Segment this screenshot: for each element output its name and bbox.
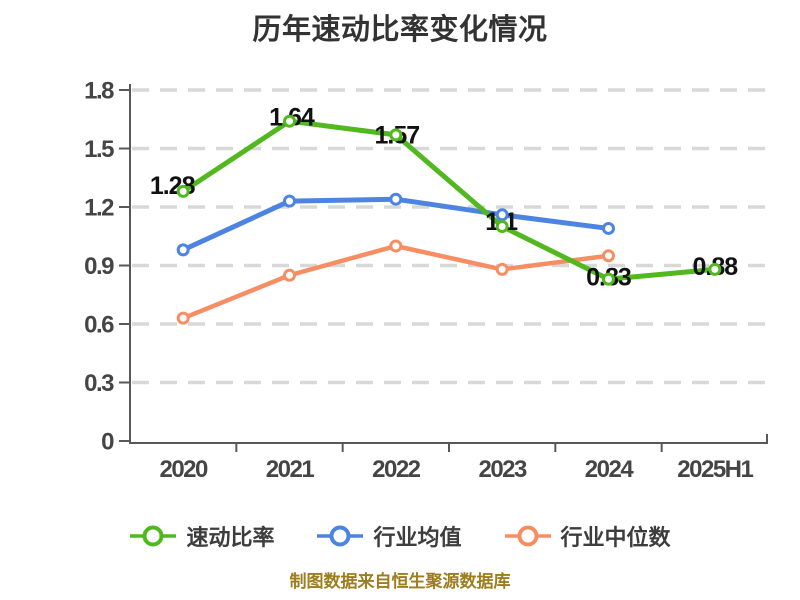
data-point-marker — [602, 221, 615, 235]
legend-label-quick-ratio: 速动比率 — [186, 525, 275, 550]
legend-item-industry-avg: 行业均值 — [316, 520, 462, 552]
data-point-marker — [602, 249, 615, 263]
x-tick-label: 2025H1 — [677, 456, 753, 483]
legend-item-quick-ratio: 速动比率 — [129, 520, 274, 552]
data-point-marker — [176, 184, 190, 198]
y-tick-label: 1.5 — [84, 136, 114, 163]
y-tick-label: 1.2 — [84, 195, 114, 222]
x-tick-label: 2020 — [159, 456, 208, 483]
data-point-marker — [176, 243, 190, 257]
legend-marker-industry-avg-icon — [317, 525, 364, 547]
legend-item-industry-median: 行业中位数 — [504, 520, 671, 552]
legend-marker-quick-ratio-icon — [130, 525, 177, 547]
data-point-marker — [602, 272, 615, 286]
x-tick-label: 2024 — [585, 456, 635, 483]
x-tick-label: 2021 — [266, 456, 315, 483]
x-tick-label: 2022 — [372, 456, 421, 483]
y-tick-label: 0.9 — [84, 253, 114, 280]
y-tick-label: 1.8 — [84, 78, 114, 105]
y-tick-label: 0.3 — [84, 370, 114, 397]
data-point-marker — [389, 128, 403, 142]
plot-area: 0 0.3 0.6 0.9 1.2 1.5 1.8 2020 2021 2022 2023 2024 2… — [84, 78, 768, 483]
data-point-marker — [283, 114, 296, 128]
legend-label-industry-median: 行业中位数 — [560, 525, 671, 550]
chart-title: 历年速动比率变化情况 — [252, 14, 548, 46]
data-point-marker — [495, 208, 509, 222]
data-point-marker — [283, 268, 296, 282]
y-tick-label: 0 — [101, 429, 114, 456]
data-point-marker — [495, 262, 509, 276]
x-tick-label: 2023 — [478, 456, 527, 483]
data-point-marker — [389, 192, 403, 206]
data-point-marker — [283, 194, 296, 208]
series-line-0 — [180, 118, 718, 282]
data-point-marker — [495, 220, 509, 233]
series-line-2 — [180, 243, 611, 321]
data-point-marker — [708, 262, 722, 276]
data-source-note: 制图数据来自恒生聚源数据库 — [289, 572, 511, 591]
legend-marker-industry-median-icon — [504, 525, 551, 547]
data-point-marker — [389, 239, 403, 253]
data-point-marker — [176, 311, 190, 325]
legend-label-industry-avg: 行业均值 — [373, 525, 462, 550]
legend: 速动比率 行业均值 行业中位数 — [0, 520, 800, 552]
y-tick-label: 0.6 — [84, 312, 114, 339]
data-point-label: 1.28 — [150, 172, 196, 200]
